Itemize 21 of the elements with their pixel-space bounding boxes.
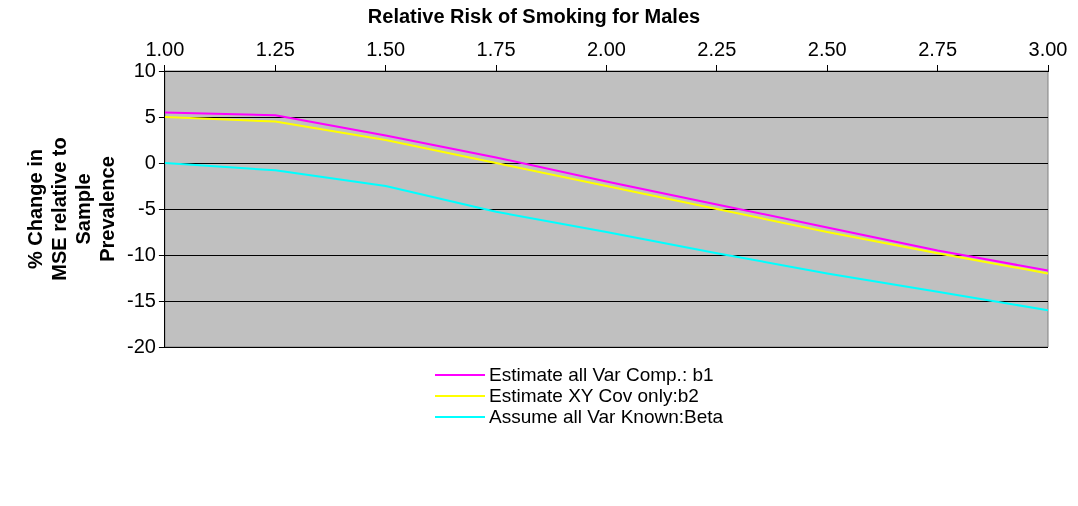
x-tick-label: 1.75: [476, 37, 516, 60]
legend-label: Estimate XY Cov only:b2: [489, 385, 699, 406]
x-tick-label: 2.75: [918, 37, 958, 60]
chart-title: Relative Risk of Smoking for Males: [367, 4, 701, 27]
y-axis-title: % Change in MSE relative to Sample Prevalence: [23, 137, 118, 281]
y-tick-label: -15: [127, 288, 156, 311]
legend-label: Estimate all Var Comp.: b1: [489, 364, 714, 385]
y-tick-label: 5: [144, 104, 156, 127]
x-tick-label: 1.00: [145, 37, 185, 60]
x-tick-label: 2.00: [586, 37, 626, 60]
x-tick-label: 3.00: [1028, 37, 1068, 60]
x-tick-label: 1.25: [255, 37, 295, 60]
x-tick-label: 2.50: [807, 37, 847, 60]
y-tick-label: -20: [127, 334, 156, 357]
legend-label: Assume all Var Known:Beta: [489, 406, 724, 427]
x-tick-label: 2.25: [697, 37, 737, 60]
y-tick-label: 0: [144, 150, 156, 173]
y-tick-label: -10: [127, 242, 156, 265]
y-tick-label: 10: [133, 58, 156, 81]
y-tick-label: -5: [138, 196, 156, 219]
x-tick-label: 1.50: [366, 37, 406, 60]
